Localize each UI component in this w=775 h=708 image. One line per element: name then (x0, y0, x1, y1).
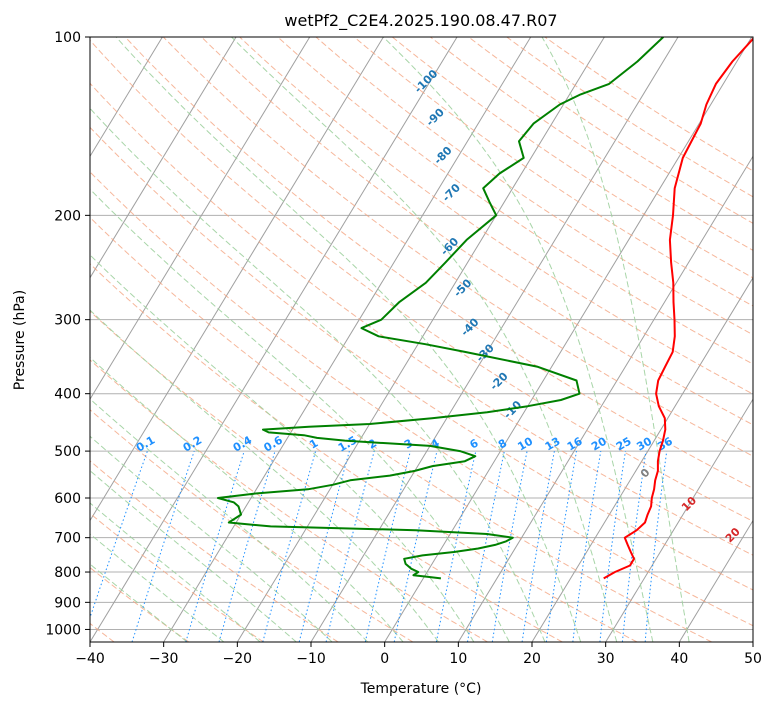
temperature-profile-line (603, 37, 753, 580)
x-tick-label: 20 (523, 651, 541, 667)
moist-adiabat-line (382, 37, 654, 642)
y-axis-label: Pressure (hPa) (12, 290, 28, 390)
x-tick-label: −10 (296, 651, 326, 667)
y-tick-label: 500 (54, 444, 81, 460)
moist-adiabat-line (90, 188, 510, 642)
mixing-ratio-line (131, 450, 195, 642)
dry-adiabat-line (468, 37, 753, 224)
x-tick-label: −30 (149, 651, 179, 667)
y-tick-label: 400 (54, 387, 81, 403)
mixing-ratio-line (599, 451, 626, 642)
isotherm-line (605, 398, 753, 642)
y-tick-label: 1000 (45, 622, 81, 638)
isotherm-line (310, 37, 679, 642)
moist-adiabat-line (90, 309, 439, 642)
mixing-ratio-line (435, 450, 477, 642)
mixing-ratio-line (521, 451, 555, 642)
x-tick-label: 40 (670, 651, 688, 667)
moist-adiabat-line (90, 563, 188, 642)
isotherm-line (236, 37, 605, 642)
dry-adiabat-line (90, 216, 712, 642)
dry-adiabat-line (430, 37, 753, 251)
isotherm-line (90, 37, 458, 642)
dry-adiabat-line (239, 37, 753, 395)
isotherm-line (457, 155, 753, 642)
mixing-ratio-line (185, 450, 245, 642)
mixing-ratio-line (218, 450, 276, 642)
dry-adiabat-line (277, 37, 753, 365)
moist-adiabat-line (541, 37, 690, 642)
isotherm-line (90, 37, 311, 401)
y-tick-label: 600 (54, 491, 81, 507)
isotherm-line (90, 37, 384, 522)
mixing-ratio-line (644, 451, 668, 642)
dry-adiabat-line (90, 512, 264, 642)
isotherm-line (531, 276, 753, 642)
dry-adiabat-line (315, 37, 753, 336)
y-tick-label: 800 (54, 565, 81, 581)
isotherm-line (90, 37, 163, 158)
mixing-ratio-line (545, 451, 577, 642)
isotherm-line (163, 37, 532, 642)
dry-adiabat-line (162, 37, 753, 457)
dry-adiabat-line (90, 82, 753, 556)
y-tick-label: 700 (54, 531, 81, 547)
x-tick-label: 50 (744, 651, 762, 667)
x-tick-label: −20 (223, 651, 253, 667)
mixing-ratio-line (393, 450, 438, 642)
moist-adiabat-line (90, 502, 261, 642)
dry-adiabat-line (90, 171, 753, 627)
moist-adiabat-line (90, 254, 475, 642)
plot-frame (89, 36, 754, 643)
dry-adiabat-line (90, 263, 638, 642)
mixing-ratio-line (572, 451, 602, 642)
x-tick-label: 0 (380, 651, 389, 667)
isotherm-line (90, 37, 237, 279)
mixing-ratio-line (364, 450, 411, 642)
moist-adiabat-line (90, 398, 369, 642)
dry-adiabat-line (90, 310, 563, 642)
dry-adiabat-line (90, 126, 753, 591)
mixing-ratio-line (262, 450, 317, 642)
x-tick-label: 10 (449, 651, 467, 667)
dry-adiabat-line (201, 37, 753, 426)
y-tick-label: 300 (54, 313, 81, 329)
moist-adiabat-line (90, 533, 225, 642)
x-tick-label: 30 (597, 651, 615, 667)
moist-adiabat-line (90, 107, 546, 642)
y-tick-label: 200 (54, 208, 81, 224)
y-tick-label: 100 (54, 30, 81, 46)
dewpoint-profile-line (216, 37, 664, 580)
mixing-ratio-line (621, 451, 647, 642)
mixing-ratio-line (90, 450, 148, 620)
x-axis-label: Temperature (°C) (360, 681, 482, 697)
y-tick-label: 900 (54, 595, 81, 611)
isotherm-line (678, 519, 753, 642)
mixing-ratio-line (491, 451, 528, 642)
moist-adiabat-line (90, 469, 297, 642)
x-tick-label: −40 (75, 651, 105, 667)
mixing-ratio-line (325, 450, 375, 642)
moist-adiabat-line (231, 37, 618, 642)
isotherm-line (384, 37, 753, 642)
moist-adiabat-line (90, 435, 333, 642)
chart-title: wetPf2_C2E4.2025.190.08.47.R07 (284, 11, 557, 31)
moist-adiabat-line (90, 356, 404, 642)
dry-adiabat-line (90, 359, 488, 642)
